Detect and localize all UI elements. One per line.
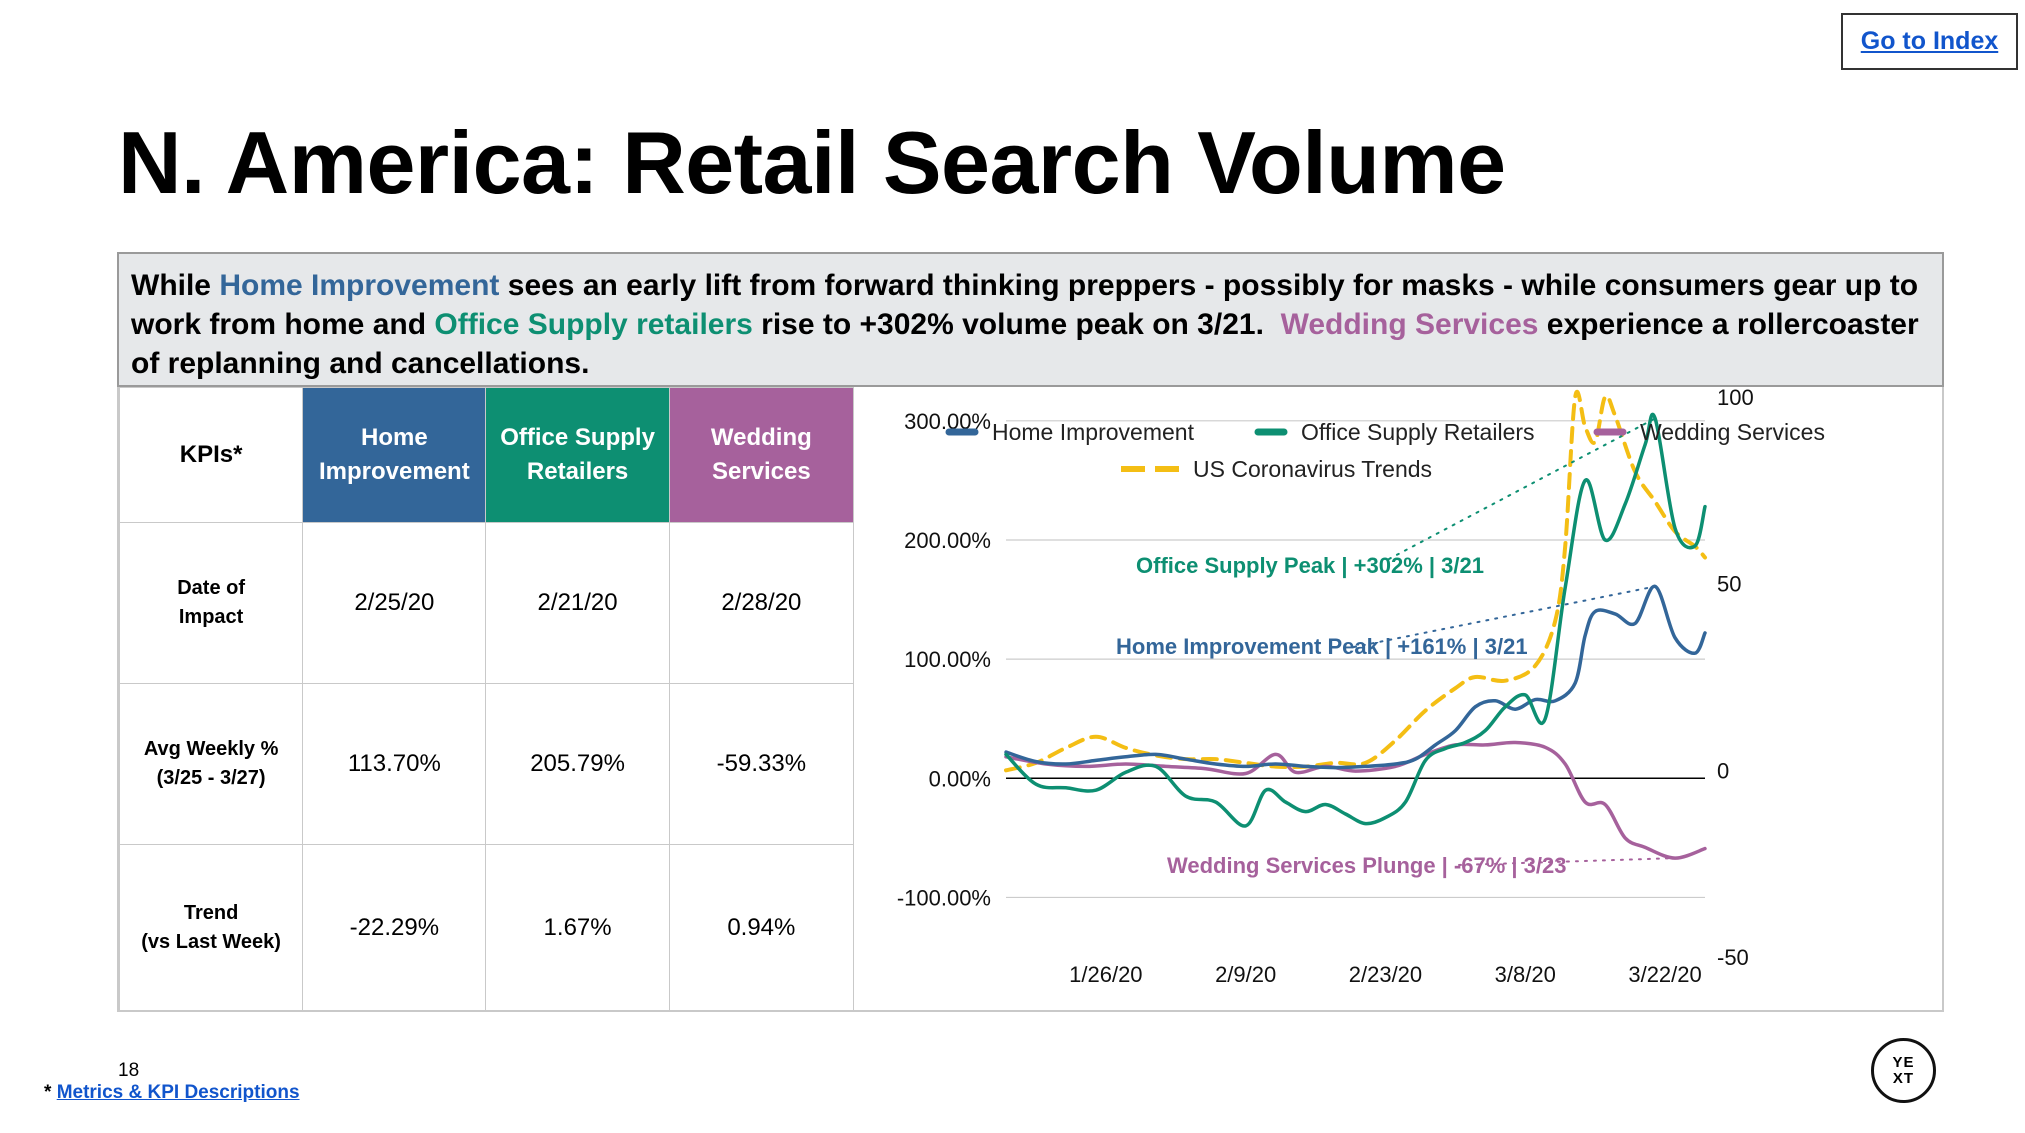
annotation-leader-line xyxy=(1353,585,1657,648)
series-line-us-coronavirus-trends xyxy=(1004,389,1707,773)
kpi-row-date-of-impact: Date of Impact 2/25/20 2/21/20 2/28/20 xyxy=(118,522,855,684)
summary-wedding-services: Wedding Services xyxy=(1280,308,1539,341)
row-label: Avg Weekly % (3/25 - 3/27) xyxy=(118,683,304,845)
cell-value: 113.70% xyxy=(302,683,487,845)
kpi-table: KPIs* Home Improvement Office Supply Ret… xyxy=(118,387,855,1011)
row-label-line1: Avg Weekly % xyxy=(143,738,279,760)
kpi-corner-header: KPIs* xyxy=(118,387,304,523)
summary-text-2: sees an early lift from forward thinking… xyxy=(131,269,1919,341)
summary-office-supply: Office Supply retailers xyxy=(434,308,753,341)
go-to-index-link[interactable]: Go to Index xyxy=(1860,27,1999,55)
cell-value: 2/25/20 xyxy=(302,522,487,684)
row-label-line1: Date of xyxy=(177,577,246,599)
cell-value: 1.67% xyxy=(485,844,670,1011)
annotation-label: Home Improvement Peak | +161% | 3/21 xyxy=(1116,634,1528,659)
row-label: Date of Impact xyxy=(118,522,304,684)
logo-line1: YE xyxy=(1892,1053,1915,1071)
y-left-tick-label: 200.00% xyxy=(904,528,991,553)
cell-value: -59.33% xyxy=(668,683,855,845)
footnote-marker: * xyxy=(44,1082,52,1103)
col-header-home-improvement: Home Improvement xyxy=(302,387,487,523)
y-right-tick-label: 0 xyxy=(1717,758,1729,783)
kpi-header-row: KPIs* Home Improvement Office Supply Ret… xyxy=(118,387,855,523)
kpi-chart-panel: KPIs* Home Improvement Office Supply Ret… xyxy=(117,387,1944,1012)
summary-box: While Home Improvement sees an early lif… xyxy=(117,252,1944,387)
legend-label-us-coronavirus-trends: US Coronavirus Trends xyxy=(1193,456,1432,482)
summary-text-1: While xyxy=(131,269,220,302)
y-right-tick-label: -50 xyxy=(1717,945,1749,970)
row-label-line2: (vs Last Week) xyxy=(141,930,281,953)
search-volume-line-chart: 300.00%200.00%100.00%0.00%-100.00%100500… xyxy=(897,387,1825,987)
x-tick-label: 2/23/20 xyxy=(1349,962,1422,987)
legend-label-office-supply-retailers: Office Supply Retailers xyxy=(1301,419,1535,445)
page-title: N. America: Retail Search Volume xyxy=(118,113,1506,212)
series-line-home-improvement xyxy=(1004,584,1707,770)
x-tick-label: 2/9/20 xyxy=(1215,962,1276,987)
y-right-tick-label: 100 xyxy=(1717,387,1754,410)
y-right-tick-label: 50 xyxy=(1717,572,1741,597)
y-left-tick-label: 0.00% xyxy=(929,766,991,791)
cell-value: 0.94% xyxy=(668,844,855,1011)
cell-value: 2/21/20 xyxy=(485,522,670,684)
col-header-office-supply: Office Supply Retailers xyxy=(485,387,670,523)
legend-label-home-improvement: Home Improvement xyxy=(992,419,1195,445)
go-to-index-box[interactable]: Go to Index xyxy=(1841,13,2018,70)
yext-logo: YE XT xyxy=(1871,1038,1936,1103)
annotation-label: Office Supply Peak | +302% | 3/21 xyxy=(1136,553,1484,578)
summary-text-3: rise to +302% volume peak on 3/21. xyxy=(752,308,1281,341)
row-label-line2: Impact xyxy=(178,606,244,628)
row-label: Trend (vs Last Week) xyxy=(118,844,304,1011)
annotation-label: Wedding Services Plunge | -67% | 3/23 xyxy=(1167,853,1567,878)
annotation-leader-line xyxy=(1458,857,1677,866)
cell-value: -22.29% xyxy=(302,844,487,1011)
cell-value: 205.79% xyxy=(485,683,670,845)
x-tick-label: 3/8/20 xyxy=(1495,962,1556,987)
cell-value: 2/28/20 xyxy=(668,522,855,684)
legend-label-wedding-services: Wedding Services xyxy=(1640,419,1825,445)
summary-text-4: experience a rollercoaster of replanning… xyxy=(131,308,1919,380)
y-left-tick-label: 100.00% xyxy=(904,647,991,672)
kpi-row-avg-weekly: Avg Weekly % (3/25 - 3/27) 113.70% 205.79… xyxy=(118,683,855,845)
series-line-office-supply-retailers xyxy=(1004,412,1707,828)
y-left-tick-label: -100.00% xyxy=(897,885,991,910)
logo-line2: XT xyxy=(1892,1069,1915,1087)
x-tick-label: 3/22/20 xyxy=(1628,962,1701,987)
row-label-line2: (3/25 - 3/27) xyxy=(156,767,266,789)
kpi-row-trend: Trend (vs Last Week) -22.29% 1.67% 0.94% xyxy=(118,844,855,1011)
col-header-wedding-services: Wedding Services xyxy=(668,387,855,523)
metrics-kpi-descriptions-link[interactable]: Metrics & KPI Descriptions xyxy=(56,1082,300,1103)
summary-home-improvement: Home Improvement xyxy=(219,269,500,302)
footnote: * Metrics & KPI Descriptions xyxy=(44,1082,300,1104)
page-number: 18 xyxy=(118,1060,140,1081)
x-tick-label: 1/26/20 xyxy=(1069,962,1142,987)
row-label-line1: Trend xyxy=(183,901,239,924)
